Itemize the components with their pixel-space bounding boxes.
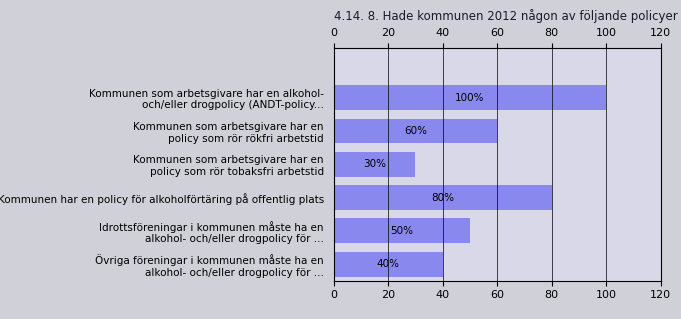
Bar bbox=[334, 152, 415, 177]
Bar bbox=[334, 119, 497, 144]
Bar bbox=[334, 85, 606, 110]
Bar bbox=[334, 252, 443, 277]
Text: 4.14. 8. Hade kommunen 2012 någon av följande policyer på ANDT-området? (Ange et: 4.14. 8. Hade kommunen 2012 någon av föl… bbox=[334, 9, 681, 23]
Bar bbox=[334, 185, 552, 210]
Text: 40%: 40% bbox=[377, 259, 400, 269]
Text: 80%: 80% bbox=[431, 193, 454, 203]
Text: 30%: 30% bbox=[363, 159, 386, 169]
Bar bbox=[334, 218, 470, 243]
Text: 60%: 60% bbox=[404, 126, 427, 136]
Text: 100%: 100% bbox=[455, 93, 485, 103]
Text: 50%: 50% bbox=[390, 226, 413, 236]
